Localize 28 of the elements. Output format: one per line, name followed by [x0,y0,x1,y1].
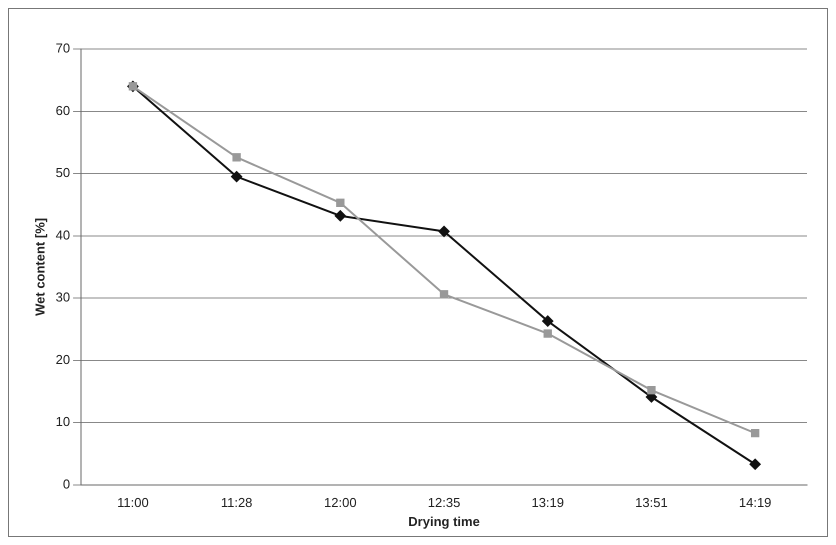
x-tick-label: 12:00 [324,495,357,510]
x-tick-label: 12:35 [428,495,460,510]
y-tick-label: 10 [56,414,70,430]
y-tick-label: 50 [56,165,70,180]
y-tick-label: 60 [56,102,70,118]
x-tick-label: 13:19 [531,495,564,510]
point [334,210,346,222]
point [750,458,761,470]
x-tick-label: 14:19 [738,495,772,510]
y-tick-label: 0 [62,476,70,492]
point [231,171,242,182]
point [336,198,345,207]
y-tick-label: 30 [56,290,70,305]
point [440,290,448,298]
x-tick-label: 11:28 [220,495,252,510]
x-tick-label: 13:51 [635,495,668,510]
y-axis-title: Wet content [%] [32,218,48,316]
point [750,428,760,438]
y-tick-label: 70 [56,40,70,56]
point [544,329,552,338]
point [232,153,241,162]
y-tick-label: 20 [56,352,70,367]
x-axis-title: Drying time [408,514,480,529]
y-tick-label: 40 [56,227,70,242]
point [438,226,450,237]
point [542,316,554,327]
x-tick-label: 11:00 [117,495,149,510]
point [647,386,656,394]
